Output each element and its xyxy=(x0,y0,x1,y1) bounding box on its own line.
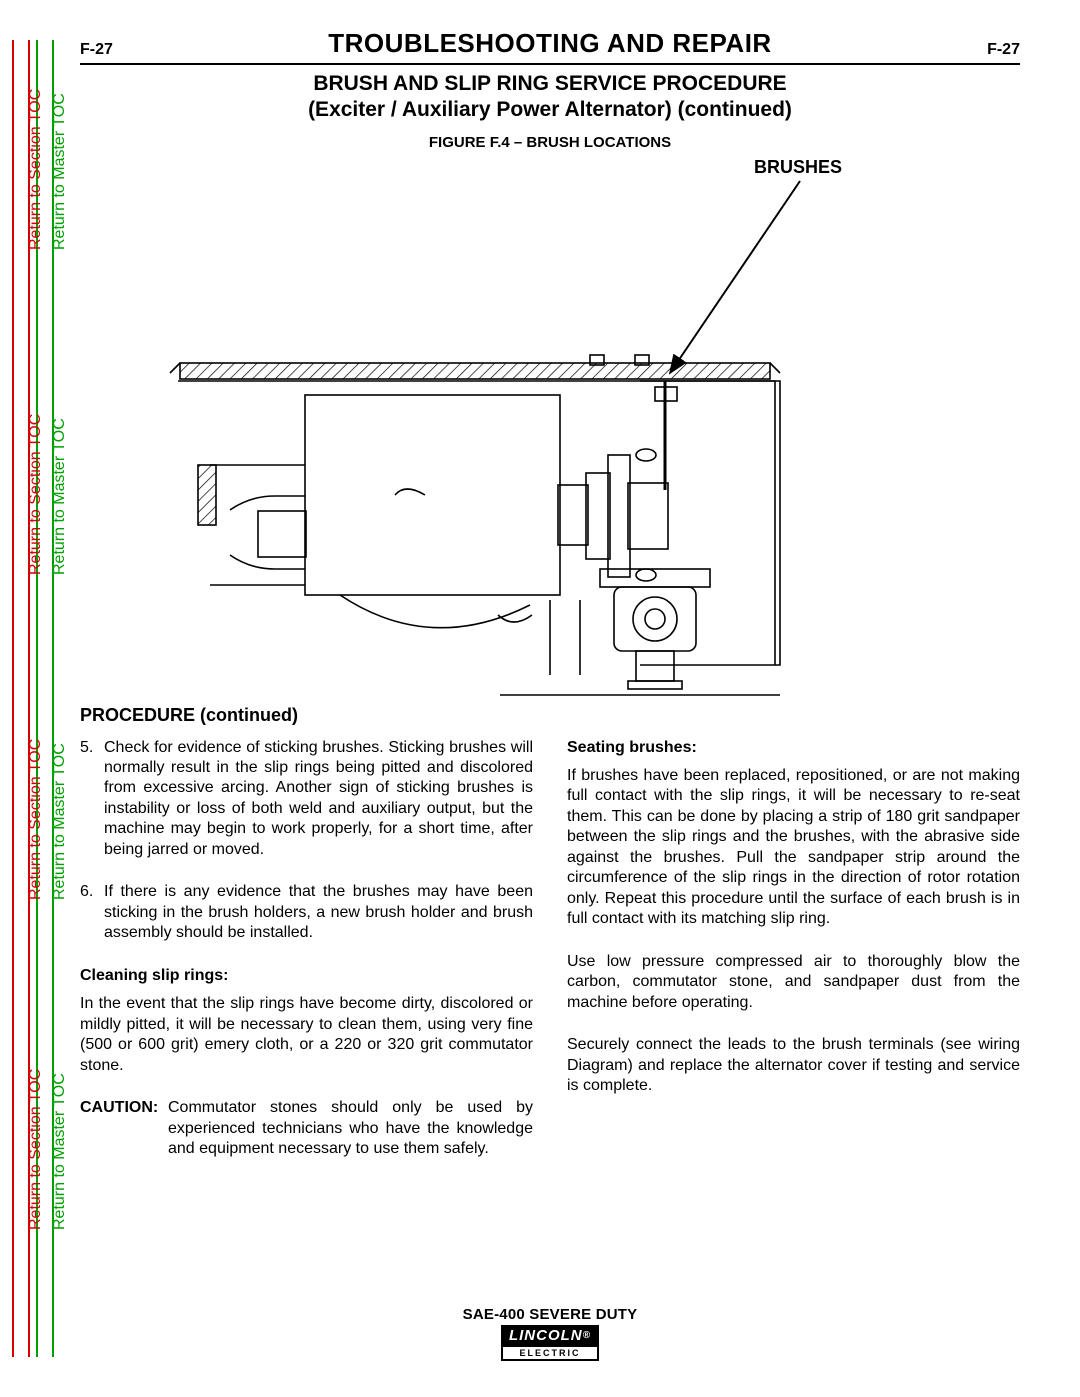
footer-model: SAE-400 SEVERE DUTY xyxy=(80,1306,1020,1323)
return-to-section-toc-link[interactable]: Return to Section TOC xyxy=(27,414,45,575)
section-subtitle: BRUSH AND SLIP RING SERVICE PROCEDURE (E… xyxy=(80,71,1020,124)
cleaning-paragraph: In the event that the slip rings have be… xyxy=(80,994,533,1076)
leads-paragraph: Securely connect the leads to the brush … xyxy=(567,1035,1020,1096)
procedure-heading: PROCEDURE (continued) xyxy=(80,705,1020,726)
page-title: TROUBLESHOOTING AND REPAIR xyxy=(328,28,771,59)
cleaning-heading: Cleaning slip rings: xyxy=(80,966,533,986)
body-columns: 5. Check for evidence of sticking brushe… xyxy=(80,738,1020,1160)
seating-paragraph: If brushes have been replaced, repositio… xyxy=(567,766,1020,930)
procedure-step-5: 5. Check for evidence of sticking brushe… xyxy=(80,738,533,861)
lincoln-logo: LINCOLN® ELECTRIC xyxy=(501,1325,599,1361)
return-to-master-toc-link[interactable]: Return to Master TOC xyxy=(51,418,69,575)
page-content: F-27 TROUBLESHOOTING AND REPAIR F-27 BRU… xyxy=(80,28,1020,1367)
air-paragraph: Use low pressure compressed air to thoro… xyxy=(567,952,1020,1013)
return-to-section-toc-link[interactable]: Return to Section TOC xyxy=(27,1069,45,1230)
return-to-master-toc-link[interactable]: Return to Master TOC xyxy=(51,743,69,900)
page-number-right: F-27 xyxy=(987,41,1020,59)
caution-note: CAUTION: Commutator stones should only b… xyxy=(80,1098,533,1159)
return-to-master-toc-link[interactable]: Return to Master TOC xyxy=(51,1073,69,1230)
seating-heading: Seating brushes: xyxy=(567,738,1020,758)
brushes-callout-label: BRUSHES xyxy=(754,157,842,178)
procedure-step-6: 6. If there is any evidence that the bru… xyxy=(80,882,533,943)
right-column: Seating brushes: If brushes have been re… xyxy=(567,738,1020,1160)
left-column: 5. Check for evidence of sticking brushe… xyxy=(80,738,533,1160)
figure-caption: FIGURE F.4 – BRUSH LOCATIONS xyxy=(80,134,1020,151)
figure-diagram: BRUSHES xyxy=(80,155,1020,705)
page-header: F-27 TROUBLESHOOTING AND REPAIR F-27 xyxy=(80,28,1020,65)
return-to-section-toc-link[interactable]: Return to Section TOC xyxy=(27,739,45,900)
return-to-section-toc-link[interactable]: Return to Section TOC xyxy=(27,89,45,250)
return-to-master-toc-link[interactable]: Return to Master TOC xyxy=(51,93,69,250)
page-footer: SAE-400 SEVERE DUTY LINCOLN® ELECTRIC xyxy=(80,1306,1020,1361)
page-number-left: F-27 xyxy=(80,41,113,59)
